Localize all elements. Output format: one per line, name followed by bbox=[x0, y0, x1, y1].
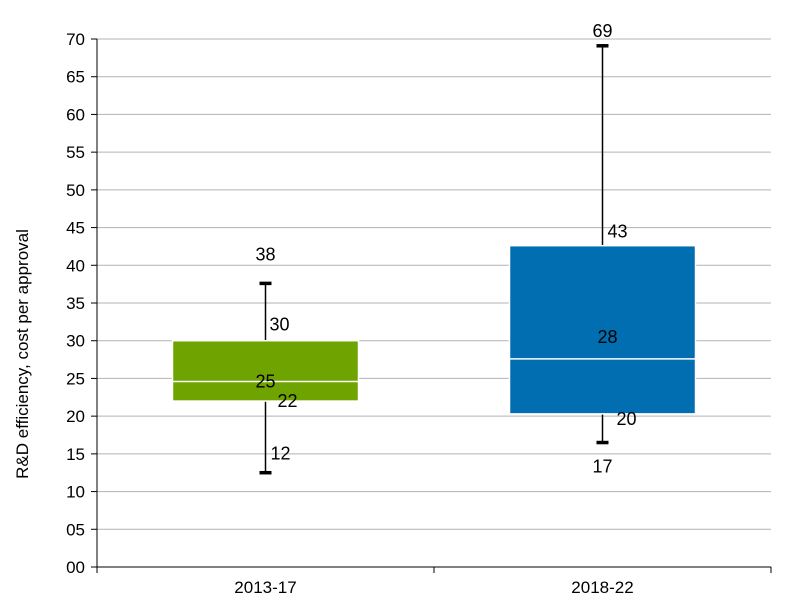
q3-label: 30 bbox=[270, 315, 290, 335]
x-axis-ticks: 2013-17 2018-22 bbox=[96, 567, 772, 597]
y-tick-label: 25 bbox=[66, 369, 85, 388]
min-label: 12 bbox=[271, 444, 291, 464]
q1-label: 22 bbox=[278, 391, 298, 411]
y-tick-label: 60 bbox=[66, 105, 85, 124]
y-tick-label: 55 bbox=[66, 143, 85, 162]
x-tick-label: 2013-17 bbox=[234, 578, 296, 597]
y-axis-ticks: 00 05 10 15 20 25 30 35 40 45 50 55 60 65 70 bbox=[66, 30, 97, 577]
y-tick-label: 50 bbox=[66, 181, 85, 200]
y-tick-label: 45 bbox=[66, 219, 85, 238]
y-tick-label: 65 bbox=[66, 68, 85, 87]
min-label: 17 bbox=[592, 457, 612, 477]
q1-label: 20 bbox=[617, 409, 637, 429]
y-tick-label: 30 bbox=[66, 332, 85, 351]
y-tick-label: 20 bbox=[66, 407, 85, 426]
y-tick-label: 40 bbox=[66, 256, 85, 275]
y-axis-title: R&D efficiency, cost per approval bbox=[13, 229, 32, 479]
box-2018-22: 69 43 28 20 17 bbox=[508, 21, 697, 477]
y-tick-label: 10 bbox=[66, 483, 85, 502]
iqr-box bbox=[508, 244, 697, 415]
median-label: 25 bbox=[255, 371, 275, 391]
y-tick-label: 15 bbox=[66, 445, 85, 464]
q3-label: 43 bbox=[608, 222, 628, 242]
x-tick-label: 2018-22 bbox=[571, 578, 633, 597]
iqr-box bbox=[171, 339, 360, 402]
y-tick-label: 35 bbox=[66, 294, 85, 313]
y-tick-label: 00 bbox=[66, 558, 85, 577]
y-tick-label: 70 bbox=[66, 30, 85, 49]
median-label: 28 bbox=[597, 327, 617, 347]
y-tick-label: 05 bbox=[66, 520, 85, 539]
max-label: 38 bbox=[255, 244, 275, 264]
max-label: 69 bbox=[592, 21, 612, 41]
